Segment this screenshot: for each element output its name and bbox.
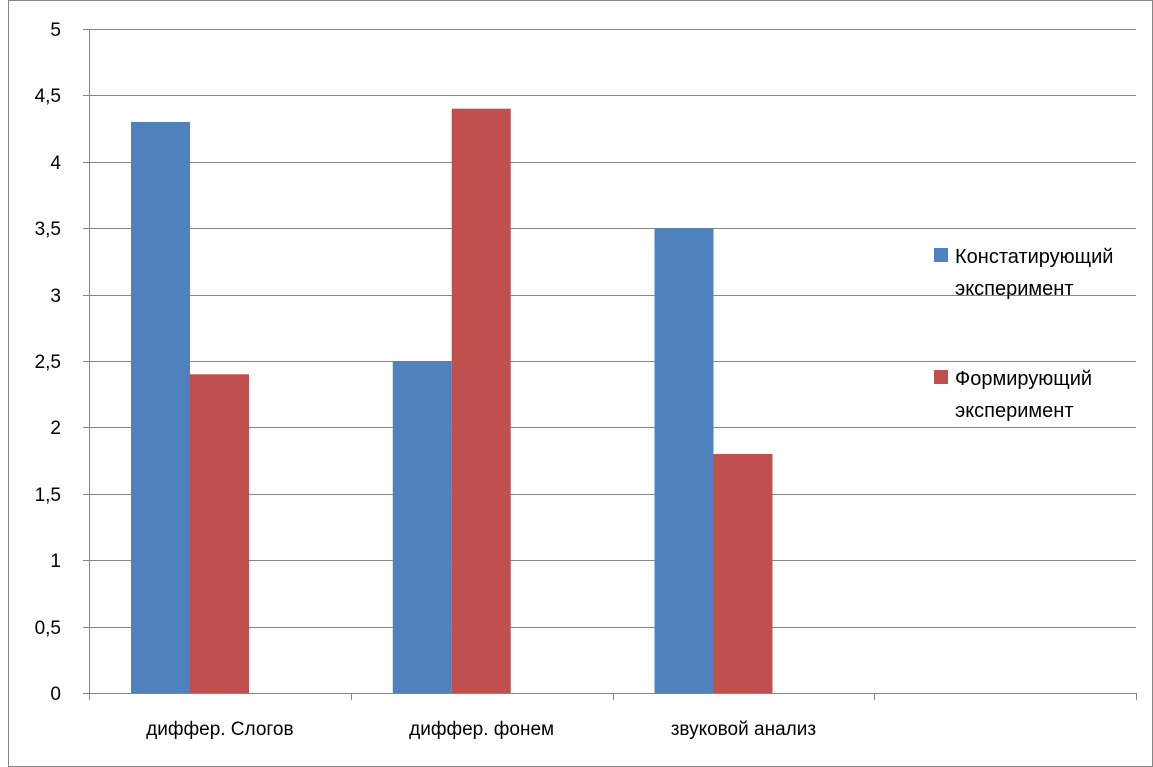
y-tick-labels: 0 0,5 1 1,5 2 2,5 3 3,5 4 4,5 5 (35, 20, 62, 705)
x-tick-label: диффер. фонем (409, 719, 554, 740)
bar (190, 374, 249, 693)
x-tick-label: диффер. Слогов (146, 719, 293, 740)
y-tick-label: 4 (50, 153, 61, 174)
bar (392, 361, 452, 693)
y-tick-label: 1 (50, 551, 61, 572)
bars (131, 108, 773, 694)
y-tick-label: 4,5 (35, 86, 61, 107)
y-tick-label: 0 (50, 684, 61, 705)
legend-swatch (934, 248, 948, 262)
axes (83, 29, 1137, 700)
legend: Констатирующий эксперимент Формирующий эксп… (934, 246, 1113, 422)
legend-label: эксперимент (955, 278, 1074, 300)
bar (131, 121, 190, 693)
legend-swatch (934, 370, 948, 384)
legend-label: эксперимент (955, 400, 1074, 422)
y-tick-label: 1,5 (35, 485, 61, 506)
legend-item: Формирующий эксперимент (934, 368, 1092, 422)
y-tick-label: 5 (50, 20, 61, 41)
y-tick-label: 0,5 (35, 618, 61, 639)
y-tick-label: 3,5 (35, 219, 61, 240)
y-tick-label: 3 (50, 286, 61, 307)
bar (713, 453, 773, 693)
legend-item: Констатирующий эксперимент (934, 246, 1113, 300)
legend-label: Формирующий (955, 368, 1092, 390)
bar (451, 108, 511, 694)
y-tick-label: 2 (50, 418, 61, 439)
legend-label: Констатирующий (955, 246, 1113, 268)
x-tick-label: звуковой анализ (671, 719, 816, 740)
x-tick-labels: диффер. Слогов диффер. фонем звуковой анал… (146, 719, 816, 740)
y-tick-label: 2,5 (35, 352, 61, 373)
bar (654, 228, 714, 693)
gridlines (89, 29, 1136, 628)
